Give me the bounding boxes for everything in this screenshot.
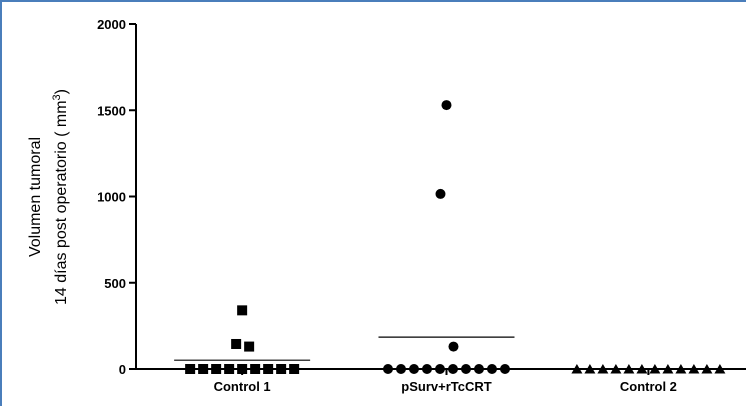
data-point-circle <box>486 364 497 374</box>
y-tick-label: 0 <box>119 362 126 377</box>
data-point-square <box>237 305 248 316</box>
y-axis-title-line1: Volumen tumoral <box>27 137 44 257</box>
data-points <box>185 100 726 374</box>
data-point-triangle <box>636 364 648 374</box>
y-tick-label: 1000 <box>97 190 126 205</box>
data-point-square <box>211 364 222 374</box>
y-axis-title-superscript: 3 <box>51 94 63 100</box>
data-point-square <box>289 364 300 374</box>
data-point-square <box>237 364 248 374</box>
data-point-triangle <box>610 364 622 374</box>
category-label: Control 1 <box>214 379 271 394</box>
data-point-square <box>198 364 209 374</box>
data-point-circle <box>447 364 458 374</box>
data-point-triangle <box>662 364 674 374</box>
data-point-square <box>244 341 255 352</box>
data-point-circle <box>395 364 406 374</box>
data-point-circle <box>441 100 452 111</box>
data-point-triangle <box>597 364 609 374</box>
data-point-triangle <box>714 364 726 374</box>
y-axis-title: Volumen tumoral 14 días post operatorio … <box>27 89 70 305</box>
data-point-circle <box>460 364 471 374</box>
data-point-square <box>250 364 261 374</box>
data-point-circle <box>421 364 432 374</box>
data-point-square <box>276 364 287 374</box>
category-label: pSurv+rTcCRT <box>401 379 491 394</box>
data-point-square <box>231 338 242 349</box>
data-point-triangle <box>675 364 687 374</box>
data-point-square <box>263 364 274 374</box>
y-axis-title-line2-suffix: ) <box>53 89 70 94</box>
y-tick-label: 500 <box>104 276 126 291</box>
data-point-circle <box>499 364 510 374</box>
category-labels: Control 1 pSurv+rTcCRT Control 2 <box>214 369 677 394</box>
data-point-circle <box>473 364 484 374</box>
category-label: Control 2 <box>620 379 677 394</box>
y-axis-title-line2-prefix: 14 días post operatorio ( mm <box>53 100 70 305</box>
data-point-triangle <box>623 364 635 374</box>
data-point-circle <box>435 188 446 199</box>
y-ticks: 0 500 1000 1500 2000 <box>97 17 136 377</box>
y-tick-label: 2000 <box>97 17 126 32</box>
data-point-circle <box>408 364 419 374</box>
data-point-circle <box>382 364 393 374</box>
data-point-triangle <box>701 364 713 374</box>
data-point-circle <box>434 364 445 374</box>
data-point-triangle <box>584 364 596 374</box>
data-point-square <box>224 364 235 374</box>
data-point-triangle <box>571 364 583 374</box>
y-tick-label: 1500 <box>97 103 126 118</box>
data-point-triangle <box>688 364 700 374</box>
data-point-square <box>185 364 196 374</box>
y-axis-title-line2: 14 días post operatorio ( mm3) <box>51 89 70 305</box>
data-point-circle <box>448 341 459 352</box>
data-point-triangle <box>649 364 661 374</box>
